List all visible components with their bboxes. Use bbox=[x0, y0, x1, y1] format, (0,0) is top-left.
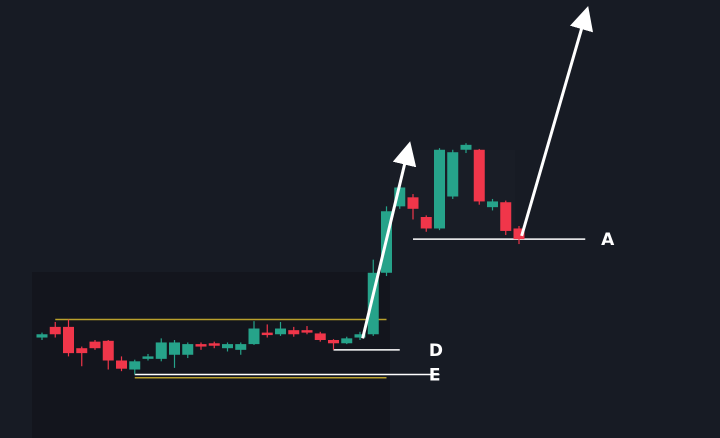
candle-body bbox=[460, 144, 472, 150]
candle bbox=[354, 331, 366, 340]
candle-body bbox=[447, 152, 459, 197]
trend-arrow bbox=[520, 6, 594, 237]
candle-body bbox=[420, 217, 432, 229]
level-lines bbox=[55, 238, 586, 379]
candle bbox=[142, 353, 154, 361]
candle-body bbox=[500, 202, 512, 231]
candle-body bbox=[354, 334, 366, 338]
candle-body bbox=[367, 272, 379, 335]
candle-body bbox=[328, 340, 339, 344]
candle bbox=[473, 148, 485, 205]
candle bbox=[208, 341, 220, 349]
candle bbox=[89, 340, 101, 350]
candle-body bbox=[275, 328, 286, 335]
candle bbox=[116, 356, 127, 372]
candle-body bbox=[63, 326, 74, 354]
candle-body bbox=[76, 348, 88, 354]
candle-body bbox=[513, 228, 525, 240]
candle bbox=[288, 326, 300, 337]
candle bbox=[222, 342, 233, 352]
level-label-A: A bbox=[601, 230, 615, 250]
candle-body bbox=[394, 187, 406, 207]
left-panel-shade bbox=[32, 272, 390, 438]
candle bbox=[182, 342, 194, 359]
trend-arrow bbox=[361, 141, 417, 339]
candle bbox=[248, 321, 260, 345]
candle-body bbox=[155, 342, 167, 359]
level-label-D: D bbox=[429, 341, 443, 361]
candle-body bbox=[182, 344, 194, 355]
candle bbox=[76, 346, 88, 367]
candle bbox=[420, 215, 432, 232]
candle bbox=[195, 342, 207, 350]
candle bbox=[36, 332, 48, 340]
candle-body bbox=[142, 356, 154, 359]
candle-body bbox=[407, 197, 419, 209]
candle-body bbox=[235, 344, 247, 350]
candle bbox=[102, 340, 114, 370]
candle bbox=[314, 331, 326, 342]
candle-body bbox=[248, 328, 260, 345]
candle bbox=[129, 359, 141, 375]
candle-body bbox=[129, 361, 141, 370]
candle bbox=[434, 148, 445, 231]
candle-body bbox=[102, 340, 114, 361]
candle-body bbox=[116, 360, 127, 369]
candle-body bbox=[89, 341, 101, 349]
candle-body bbox=[473, 149, 485, 202]
candle-body bbox=[487, 201, 498, 208]
candle-body bbox=[301, 330, 313, 333]
candle-body bbox=[36, 334, 48, 338]
candle bbox=[487, 198, 498, 211]
candle-body bbox=[208, 343, 220, 346]
candle bbox=[275, 321, 286, 336]
candle-body bbox=[314, 333, 326, 340]
candle bbox=[261, 324, 273, 338]
candle bbox=[155, 338, 167, 362]
candle bbox=[513, 226, 525, 245]
candle-body bbox=[169, 342, 180, 355]
trend-arrows bbox=[361, 6, 594, 339]
candle bbox=[460, 143, 472, 154]
candle bbox=[235, 342, 247, 355]
candle-body bbox=[49, 326, 61, 335]
candle-body bbox=[195, 344, 207, 347]
candle bbox=[49, 321, 61, 338]
candle bbox=[328, 339, 339, 350]
candle bbox=[447, 149, 459, 199]
candle bbox=[500, 200, 512, 236]
candle-body bbox=[288, 330, 300, 335]
candle-body bbox=[222, 344, 233, 349]
candle-body bbox=[261, 332, 273, 336]
level-label-E: E bbox=[429, 365, 441, 385]
candle bbox=[341, 336, 353, 345]
candle bbox=[169, 340, 180, 368]
candle-body bbox=[341, 338, 353, 344]
annotation-labels: A DE bbox=[429, 230, 615, 385]
candle bbox=[63, 319, 74, 357]
candle-body bbox=[434, 149, 445, 229]
candle bbox=[301, 326, 313, 335]
candle bbox=[407, 194, 419, 220]
